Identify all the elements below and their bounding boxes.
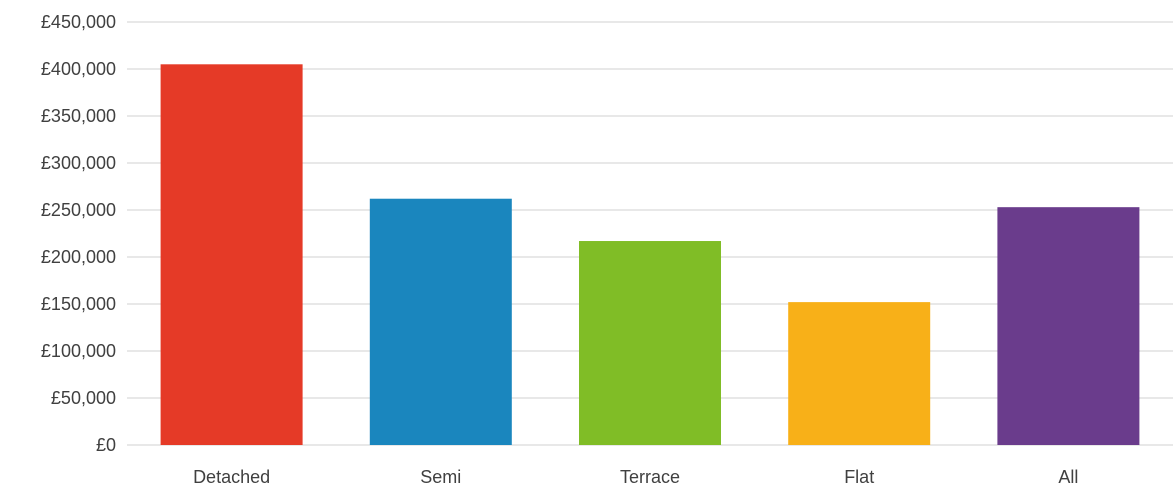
bar-terrace [579, 241, 721, 445]
y-tick-label: £250,000 [41, 200, 116, 220]
x-tick-label-flat: Flat [844, 467, 874, 487]
y-tick-label: £50,000 [51, 388, 116, 408]
bars [160, 64, 1140, 446]
x-tick-label-terrace: Terrace [620, 467, 680, 487]
x-tick-label-detached: Detached [193, 467, 270, 487]
bar-flat [788, 302, 931, 445]
y-axis-tick-labels: £0 £50,000 £100,000 £150,000 £200,000 £250,00… [41, 12, 116, 455]
y-tick-label: £400,000 [41, 59, 116, 79]
y-tick-label: £150,000 [41, 294, 116, 314]
y-tick-label: £100,000 [41, 341, 116, 361]
y-tick-label: £0 [96, 435, 116, 455]
bar-all [997, 207, 1140, 445]
y-tick-label: £450,000 [41, 12, 116, 32]
x-tick-label-all: All [1058, 467, 1078, 487]
bar-detached [160, 64, 303, 446]
bar-semi [369, 198, 512, 445]
y-tick-label: £200,000 [41, 247, 116, 267]
y-tick-label: £300,000 [41, 153, 116, 173]
x-tick-label-semi: Semi [420, 467, 461, 487]
y-tick-label: £350,000 [41, 106, 116, 126]
x-axis-tick-labels: Detached Semi Terrace Flat All [193, 467, 1078, 487]
